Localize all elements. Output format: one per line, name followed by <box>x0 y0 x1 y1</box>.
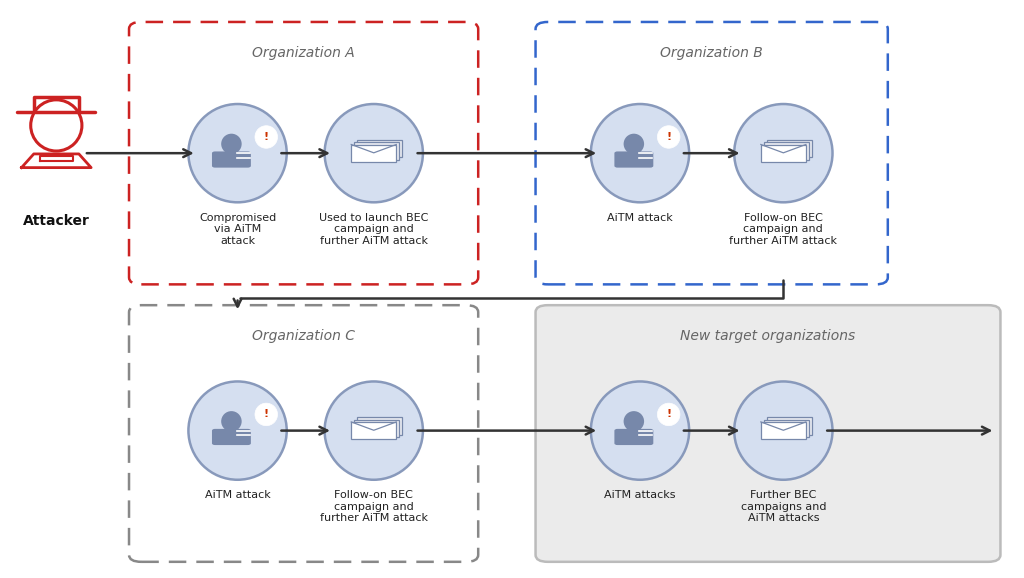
Ellipse shape <box>188 104 287 202</box>
FancyBboxPatch shape <box>212 151 251 168</box>
FancyBboxPatch shape <box>351 144 396 162</box>
FancyBboxPatch shape <box>354 420 399 437</box>
Ellipse shape <box>657 126 680 148</box>
FancyBboxPatch shape <box>351 422 396 439</box>
Ellipse shape <box>624 134 644 154</box>
Ellipse shape <box>221 134 242 154</box>
FancyBboxPatch shape <box>761 422 806 439</box>
Ellipse shape <box>255 126 278 148</box>
FancyBboxPatch shape <box>357 417 402 435</box>
Text: !: ! <box>666 132 672 142</box>
Ellipse shape <box>325 381 423 480</box>
Ellipse shape <box>221 411 242 432</box>
Ellipse shape <box>657 403 680 425</box>
FancyBboxPatch shape <box>764 142 809 160</box>
Text: Used to launch BEC
campaign and
further AiTM attack: Used to launch BEC campaign and further … <box>319 213 428 246</box>
Ellipse shape <box>188 381 287 480</box>
Text: Follow-on BEC
campaign and
further AiTM attack: Follow-on BEC campaign and further AiTM … <box>319 490 428 523</box>
Text: New target organizations: New target organizations <box>680 329 856 343</box>
Ellipse shape <box>624 411 644 432</box>
Text: Follow-on BEC
campaign and
further AiTM attack: Follow-on BEC campaign and further AiTM … <box>729 213 838 246</box>
FancyBboxPatch shape <box>767 417 812 435</box>
Ellipse shape <box>591 381 689 480</box>
FancyBboxPatch shape <box>761 144 806 162</box>
FancyBboxPatch shape <box>614 429 653 445</box>
Ellipse shape <box>734 104 833 202</box>
Ellipse shape <box>255 403 278 425</box>
Ellipse shape <box>591 104 689 202</box>
Text: !: ! <box>263 409 269 420</box>
Text: Organization B: Organization B <box>660 46 763 60</box>
FancyBboxPatch shape <box>212 429 251 445</box>
Text: AiTM attack: AiTM attack <box>205 490 270 500</box>
FancyBboxPatch shape <box>764 420 809 437</box>
Text: Organization C: Organization C <box>252 329 355 343</box>
Text: !: ! <box>666 409 672 420</box>
FancyBboxPatch shape <box>354 142 399 160</box>
Text: Further BEC
campaigns and
AiTM attacks: Further BEC campaigns and AiTM attacks <box>740 490 826 523</box>
FancyBboxPatch shape <box>357 140 402 157</box>
Text: Organization A: Organization A <box>252 46 355 60</box>
Text: !: ! <box>263 132 269 142</box>
Ellipse shape <box>325 104 423 202</box>
Text: Compromised
via AiTM
attack: Compromised via AiTM attack <box>199 213 276 246</box>
FancyBboxPatch shape <box>614 151 653 168</box>
FancyBboxPatch shape <box>767 140 812 157</box>
FancyBboxPatch shape <box>536 305 1000 562</box>
Ellipse shape <box>734 381 833 480</box>
Text: AiTM attack: AiTM attack <box>607 213 673 223</box>
Text: Attacker: Attacker <box>23 214 90 228</box>
Text: AiTM attacks: AiTM attacks <box>604 490 676 500</box>
